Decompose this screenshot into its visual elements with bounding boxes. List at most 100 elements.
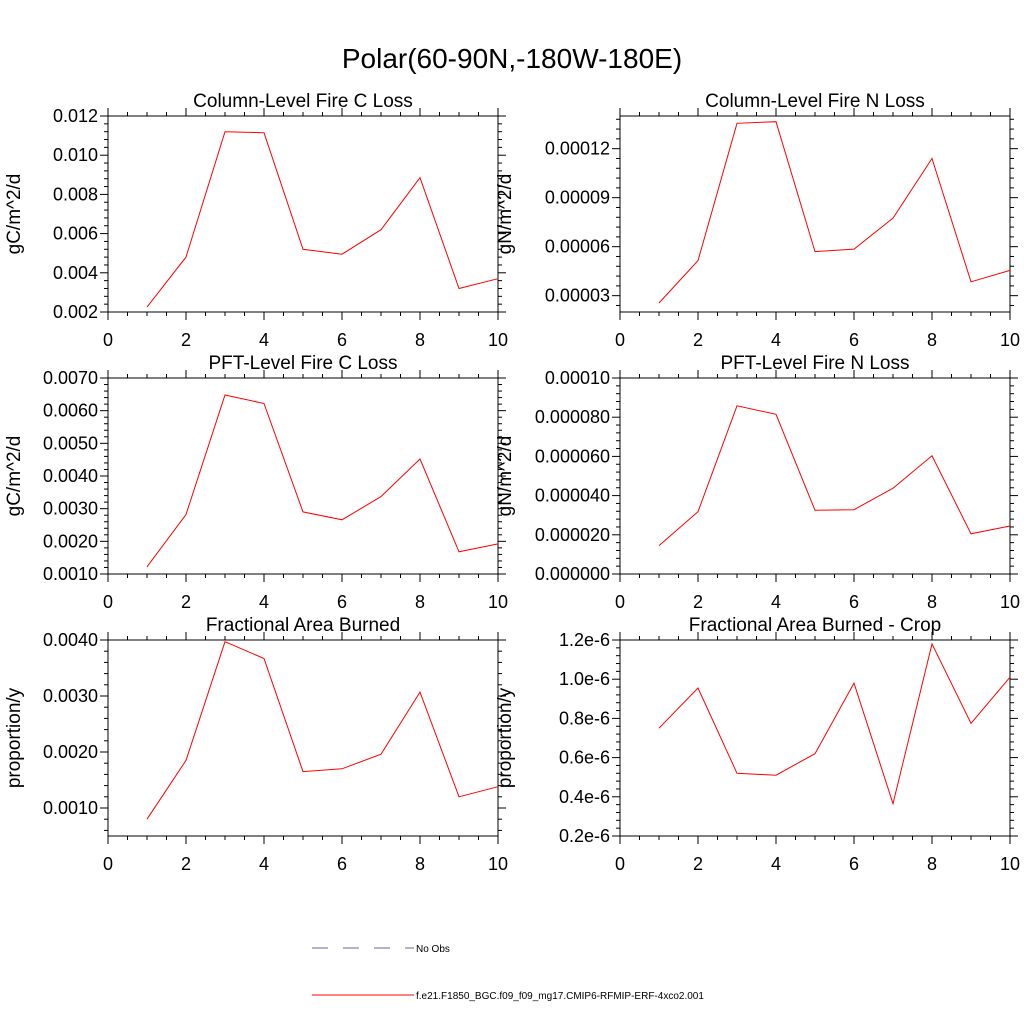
x-tick-label: 4 [259,330,269,350]
y-tick-label: 0.012 [53,106,98,126]
x-tick-label: 2 [693,854,703,874]
x-tick-label: 0 [103,330,113,350]
y-tick-label: 0.0040 [43,630,98,650]
y-tick-label: 1.2e-6 [559,630,610,650]
chart-panel-5: Fractional Area Burned 0 2 4 6 8 10 0.0010 0.002… [4,615,508,874]
y-tick-label: 0.8e-6 [559,708,610,728]
y-tick-label: 0.0040 [43,466,98,486]
y-tick-label: 0.004 [53,263,98,283]
x-tick-label: 10 [488,330,508,350]
x-tick-label: 6 [849,330,859,350]
series-line [658,121,1011,304]
x-tick-label: 8 [415,592,425,612]
y-tick-label: 0.0050 [43,433,98,453]
x-tick-label: 0 [103,854,113,874]
x-tick-label: 8 [927,854,937,874]
series-line [146,394,499,568]
x-tick-label: 4 [259,854,269,874]
x-tick-label: 4 [259,592,269,612]
y-tick-label: 0.000060 [535,446,610,466]
y-tick-label: 0.00010 [545,368,610,388]
y-tick-label: 0.00009 [545,188,610,208]
plot-frame [107,639,499,837]
chart-panel-6: Fractional Area Burned - Crop 0 2 4 6 8 10 0.2e… [495,615,1020,874]
panel-title: Column-Level Fire C Loss [193,91,413,112]
x-tick-label: 10 [1000,592,1020,612]
x-tick-label: 0 [103,592,113,612]
x-tick-label: 0 [615,592,625,612]
x-tick-label: 2 [181,330,191,350]
panel-title: PFT-Level Fire C Loss [209,353,398,374]
chart-panel-1: Column-Level Fire C Loss 0 2 4 6 8 10 0.002 0.00… [4,91,508,350]
y-tick-label: 0.00012 [545,139,610,159]
x-tick-label: 6 [337,330,347,350]
y-tick-label: 0.0020 [43,531,98,551]
y-axis-label: proportion/y [495,687,516,788]
y-tick-label: 0.0060 [43,401,98,421]
y-tick-label: 0.2e-6 [559,826,610,846]
x-tick-label: 10 [488,592,508,612]
plot-frame [619,639,1011,837]
legend-label: No Obs [416,944,450,955]
x-tick-label: 6 [337,854,347,874]
y-tick-label: 0.008 [53,184,98,204]
y-tick-label: 0.000020 [535,525,610,545]
legend: No Obs f.e21.F1850_BGC.f09_f09_mg17.CMIP6… [312,944,704,1002]
x-tick-label: 8 [415,854,425,874]
y-tick-label: 0.002 [53,302,98,322]
panels: Column-Level Fire C Loss 0 2 4 6 8 10 0.002 0.00… [4,91,1020,874]
y-tick-label: 0.010 [53,145,98,165]
legend-item-1: No Obs [312,944,450,955]
x-tick-label: 0 [615,330,625,350]
x-tick-label: 6 [849,592,859,612]
chart-panel-2: Column-Level Fire N Loss 0 2 4 6 8 10 0.00003 0.… [495,91,1020,350]
panel-title: Fractional Area Burned - Crop [689,615,941,636]
chart-panel-3: PFT-Level Fire C Loss 0 2 4 6 8 10 0.0010 0.0020… [4,353,508,612]
x-tick-label: 4 [771,330,781,350]
x-tick-label: 8 [927,330,937,350]
y-tick-label: 0.000040 [535,486,610,506]
legend-item-2: f.e21.F1850_BGC.f09_f09_mg17.CMIP6-RFMIP… [312,991,704,1002]
y-tick-label: 0.0020 [43,742,98,762]
series-line [146,131,499,308]
x-tick-label: 8 [415,330,425,350]
legend-label: f.e21.F1850_BGC.f09_f09_mg17.CMIP6-RFMIP… [416,991,704,1002]
x-tick-label: 2 [181,592,191,612]
y-tick-label: 0.0030 [43,686,98,706]
x-tick-label: 2 [181,854,191,874]
y-tick-label: 0.0030 [43,499,98,519]
y-axis-label: gN/m^2/d [495,436,516,517]
x-tick-label: 10 [488,854,508,874]
chart-panel-4: PFT-Level Fire N Loss 0 2 4 6 8 10 0.000000 0.00… [495,353,1020,612]
y-tick-label: 0.000000 [535,564,610,584]
y-tick-label: 0.4e-6 [559,787,610,807]
plot-frame [107,377,499,575]
x-tick-label: 4 [771,854,781,874]
plot-frame [619,377,1011,575]
x-tick-label: 8 [927,592,937,612]
panel-title: PFT-Level Fire N Loss [721,353,910,374]
x-tick-label: 10 [1000,330,1020,350]
y-tick-label: 0.0070 [43,368,98,388]
panel-title: Fractional Area Burned [206,615,400,636]
series-line [146,641,499,820]
series-line [658,642,1011,806]
x-tick-label: 6 [337,592,347,612]
x-tick-label: 4 [771,592,781,612]
y-tick-label: 0.0010 [43,798,98,818]
y-axis-label: proportion/y [4,687,25,788]
y-axis-label: gC/m^2/d [4,174,25,255]
x-tick-label: 6 [849,854,859,874]
x-tick-label: 0 [615,854,625,874]
y-tick-label: 0.6e-6 [559,748,610,768]
y-tick-label: 0.000080 [535,407,610,427]
panel-title: Column-Level Fire N Loss [705,91,925,112]
y-axis-label: gC/m^2/d [4,436,25,517]
y-tick-label: 0.00006 [545,237,610,257]
x-tick-label: 2 [693,330,703,350]
x-tick-label: 10 [1000,854,1020,874]
plot-frame [619,115,1011,313]
page-title: Polar(60-90N,-180W-180E) [342,43,682,74]
y-tick-label: 0.00003 [545,286,610,306]
